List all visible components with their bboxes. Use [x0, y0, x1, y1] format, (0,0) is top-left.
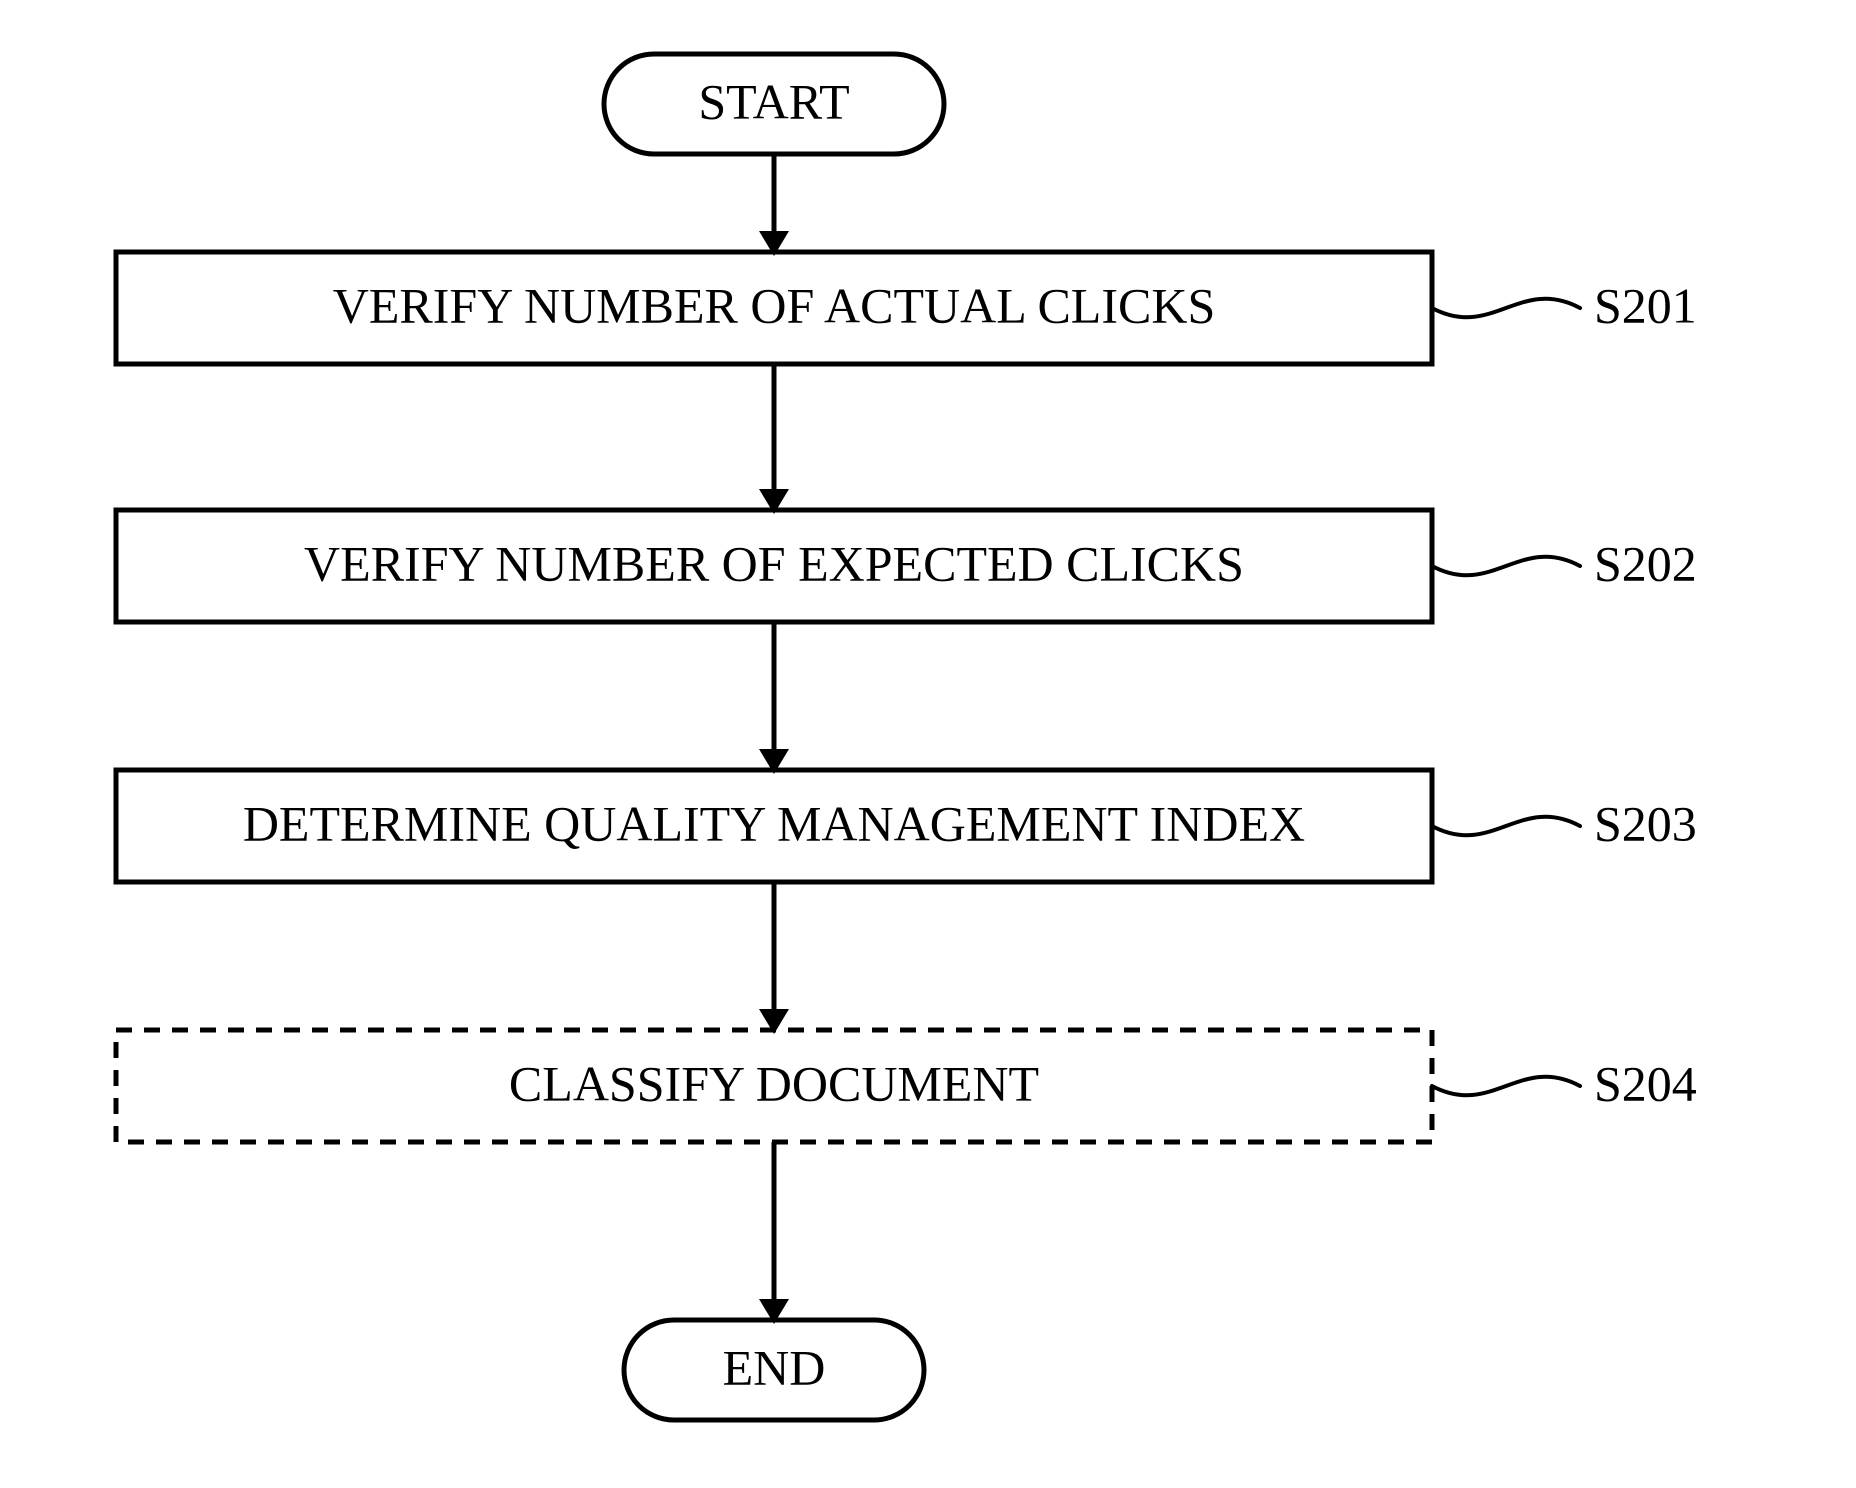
- end-terminator-label: END: [723, 1339, 826, 1395]
- step-label-s203: S203: [1594, 795, 1697, 851]
- step-connector-s204: [1432, 1077, 1580, 1095]
- step-text-s203: DETERMINE QUALITY MANAGEMENT INDEX: [243, 795, 1305, 851]
- flowchart-diagram: START VERIFY NUMBER OF ACTUAL CLICKS S201 V…: [0, 0, 1856, 1488]
- start-terminator-label: START: [698, 73, 849, 129]
- step-label-s202: S202: [1594, 535, 1697, 591]
- step-connector-s203: [1432, 817, 1580, 835]
- step-connector-s201: [1432, 299, 1580, 317]
- step-label-s201: S201: [1594, 277, 1697, 333]
- step-text-s202: VERIFY NUMBER OF EXPECTED CLICKS: [304, 535, 1244, 591]
- step-text-s201: VERIFY NUMBER OF ACTUAL CLICKS: [333, 277, 1216, 333]
- step-connector-s202: [1432, 557, 1580, 575]
- step-text-s204: CLASSIFY DOCUMENT: [509, 1055, 1039, 1111]
- step-label-s204: S204: [1594, 1055, 1697, 1111]
